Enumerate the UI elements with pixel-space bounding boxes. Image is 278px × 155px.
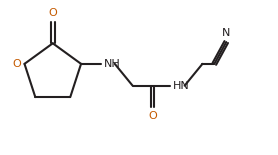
Text: O: O xyxy=(148,111,157,121)
Text: HN: HN xyxy=(173,81,190,91)
Text: NH: NH xyxy=(104,59,121,69)
Text: N: N xyxy=(222,28,230,38)
Text: O: O xyxy=(13,59,21,69)
Text: O: O xyxy=(48,8,57,18)
